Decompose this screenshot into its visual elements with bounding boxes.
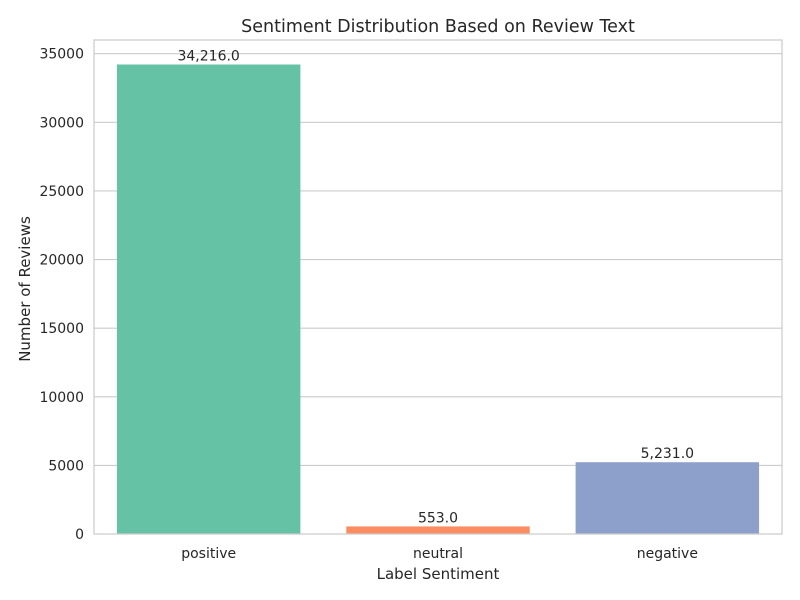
y-axis-title: Number of Reviews (16, 216, 34, 362)
plot-frame (93, 39, 783, 535)
x-tick-label-neutral: neutral (413, 546, 463, 562)
y-tick-label: 25000 (39, 184, 84, 200)
x-tick-label-positive: positive (181, 546, 236, 562)
bar-positive (116, 64, 301, 535)
y-tick-label: 20000 (39, 253, 84, 269)
x-tick-labels: positive neutral negative (181, 546, 698, 562)
y-tick-label: 10000 (39, 390, 84, 406)
bar-negative (575, 462, 760, 534)
bar-neutral (346, 526, 530, 534)
y-tick-label: 0 (75, 527, 84, 543)
y-tick-labels: 0 5000 10000 15000 20000 25000 30000 35000 (39, 47, 84, 543)
chart-title: Sentiment Distribution Based on Review T… (241, 17, 635, 37)
data-label-neutral: 553.0 (418, 510, 458, 526)
y-tick-label: 15000 (39, 321, 84, 337)
y-tick-label: 30000 (39, 115, 84, 131)
x-tick-label-negative: negative (637, 546, 698, 562)
x-axis-title: Label Sentiment (377, 565, 500, 583)
bars (116, 64, 760, 535)
y-tick-label: 5000 (48, 458, 84, 474)
data-label-positive: 34,216.0 (177, 48, 239, 64)
data-label-negative: 5,231.0 (641, 446, 694, 462)
data-labels: 34,216.0 553.0 5,231.0 (177, 48, 694, 526)
y-tick-label: 35000 (39, 47, 84, 63)
